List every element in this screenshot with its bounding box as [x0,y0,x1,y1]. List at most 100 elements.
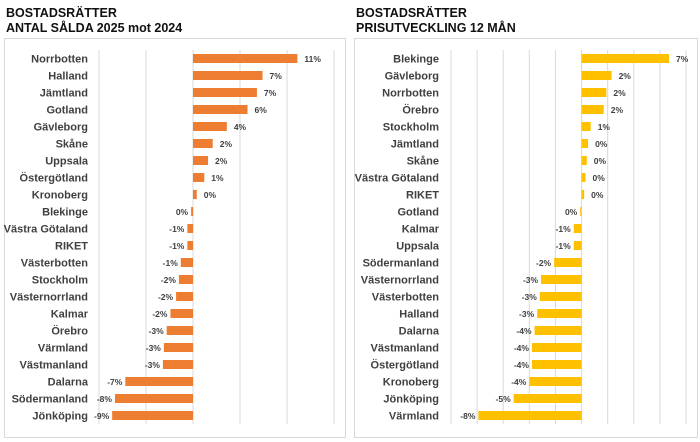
right-category-label: Värmland [389,411,439,423]
left-category-label: RIKET [55,241,88,253]
left-data-label: 0% [204,190,217,200]
right-data-label: -5% [496,394,512,404]
right-data-label: -4% [511,377,527,387]
right-category-label: Gotland [397,207,439,219]
right-bar [581,173,586,182]
right-bar [581,139,589,148]
left-bar [112,411,193,420]
right-bar [581,122,591,131]
right-category-label: Skåne [407,156,439,168]
left-category-label: Halland [48,71,88,83]
left-data-label: -7% [107,377,123,387]
left-bar [193,139,213,148]
left-data-label: -1% [163,258,179,268]
left-data-label: -3% [149,326,165,336]
right-category-label: Norrbotten [382,88,439,100]
left-category-label: Norrbotten [31,54,88,66]
right-category-label: RIKET [406,190,439,202]
left-bar [178,275,193,284]
left-category-label: Uppsala [45,156,89,168]
left-category-label: Kronoberg [32,190,88,202]
left-category-label: Örebro [51,325,88,338]
right-category-label: Uppsala [396,241,440,253]
left-bar [176,292,193,301]
left-bar [166,326,193,335]
right-bar [478,411,582,420]
right-bar [581,105,604,114]
right-category-label: Södermanland [363,258,439,270]
left-data-label: 2% [220,139,233,149]
left-category-label: Värmland [38,343,88,355]
right-bar [581,190,585,199]
left-category-label: Stockholm [32,275,88,287]
left-bar [187,224,193,233]
right-data-label: 7% [676,54,689,64]
left-chart-title-line2: ANTAL SÅLDA 2025 mot 2024 [6,21,183,35]
left-data-label: 6% [255,105,268,115]
right-data-label: 0% [592,173,605,183]
left-chart-title: BOSTADSRÄTTER ANTAL SÅLDA 2025 mot 2024 [6,6,182,36]
right-data-label: 2% [619,71,632,81]
left-data-label: -1% [169,241,185,251]
left-data-label: -3% [145,360,161,370]
right-data-label: 2% [611,105,624,115]
left-bar [163,343,193,352]
right-data-label: 0% [595,139,608,149]
left-category-label: Kalmar [51,309,89,321]
right-bar [529,377,582,386]
left-data-label: 0% [176,207,189,217]
right-bar [537,309,582,318]
right-chart-title-line2: PRISUTVECKLING 12 MÅN [356,21,516,35]
right-data-label: 2% [613,88,626,98]
right-category-label: Gävleborg [385,71,439,83]
left-data-label: 1% [211,173,224,183]
left-data-label: 11% [304,54,321,64]
left-data-label: -2% [158,292,174,302]
left-category-label: Blekinge [42,207,88,219]
right-data-label: 0% [591,190,604,200]
right-category-label: Jönköping [383,394,439,406]
left-bar [193,105,248,114]
left-chart-panel [4,38,346,438]
left-category-label: Västra Götaland [4,224,88,236]
right-category-label: Västerbotten [372,292,440,304]
left-bar [193,173,205,182]
right-bar [573,224,582,233]
left-bar [193,122,227,131]
right-bar [531,343,582,352]
left-data-label: -1% [169,224,185,234]
right-data-label: -2% [536,258,552,268]
left-category-label: Östergötland [20,172,88,185]
right-category-label: Västmanland [371,343,439,355]
right-data-label: -4% [514,360,530,370]
left-bar [193,88,257,97]
left-category-label: Skåne [56,139,88,151]
left-bar [180,258,193,267]
right-bar [541,275,582,284]
right-bar [531,360,582,369]
right-bar [581,71,612,80]
right-category-label: Kalmar [402,224,440,236]
left-data-label: -3% [146,343,162,353]
right-bar [581,88,607,97]
right-data-label: -8% [460,411,476,421]
right-bar [581,54,670,63]
left-data-label: -9% [94,411,110,421]
right-data-label: -1% [556,241,572,251]
right-chart-title: BOSTADSRÄTTER PRISUTVECKLING 12 MÅN [356,6,516,36]
left-bar [114,394,193,403]
left-bar [191,207,193,216]
left-bar [170,309,193,318]
right-category-label: Västernorrland [361,275,439,287]
right-category-label: Östergötland [371,359,439,372]
right-data-label: -4% [516,326,532,336]
left-data-label: -8% [97,394,113,404]
left-data-label: -2% [161,275,177,285]
right-category-label: Stockholm [383,122,439,134]
right-bar [513,394,582,403]
right-data-label: -3% [523,275,539,285]
right-category-label: Örebro [402,104,439,117]
left-category-label: Västernorrland [10,292,88,304]
right-bar [534,326,582,335]
